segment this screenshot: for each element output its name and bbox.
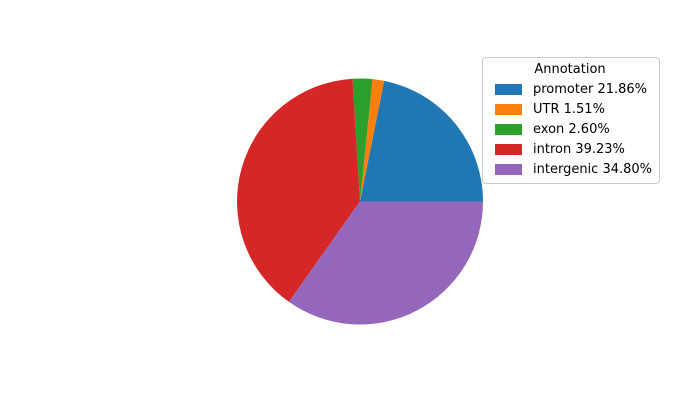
- legend-swatch-exon: [495, 123, 522, 135]
- pie-slice-intergenic: [288, 201, 483, 325]
- legend-label: intergenic 34.80%: [533, 161, 653, 177]
- pie-slice-promoter: [360, 80, 483, 202]
- legend-swatch-promoter: [495, 83, 522, 95]
- legend-swatch-intron: [495, 143, 522, 155]
- legend-item-UTR: UTR 1.51%: [495, 99, 651, 119]
- legend-swatch-UTR: [495, 103, 522, 115]
- legend-label: intron 39.23%: [533, 141, 625, 157]
- legend-label: exon 2.60%: [533, 121, 610, 137]
- legend-item-intron: intron 39.23%: [495, 139, 651, 159]
- legend-box: Annotation promoter 21.86% UTR 1.51% exon …: [482, 57, 660, 184]
- legend-items: promoter 21.86% UTR 1.51% exon 2.60% intron…: [495, 79, 653, 179]
- legend-label: promoter 21.86%: [533, 81, 648, 97]
- pie-slice-UTR: [360, 79, 385, 202]
- legend-item-exon: exon 2.60%: [495, 119, 651, 139]
- legend-item-promoter: promoter 21.86%: [495, 79, 651, 99]
- pie-slice-exon: [352, 78, 373, 202]
- legend-item-intergenic: intergenic 34.80%: [495, 159, 653, 179]
- legend-label: UTR 1.51%: [533, 101, 605, 117]
- legend-swatch-intergenic: [495, 163, 522, 175]
- pie-slice-intron: [237, 78, 360, 302]
- legend-title: Annotation: [534, 62, 606, 77]
